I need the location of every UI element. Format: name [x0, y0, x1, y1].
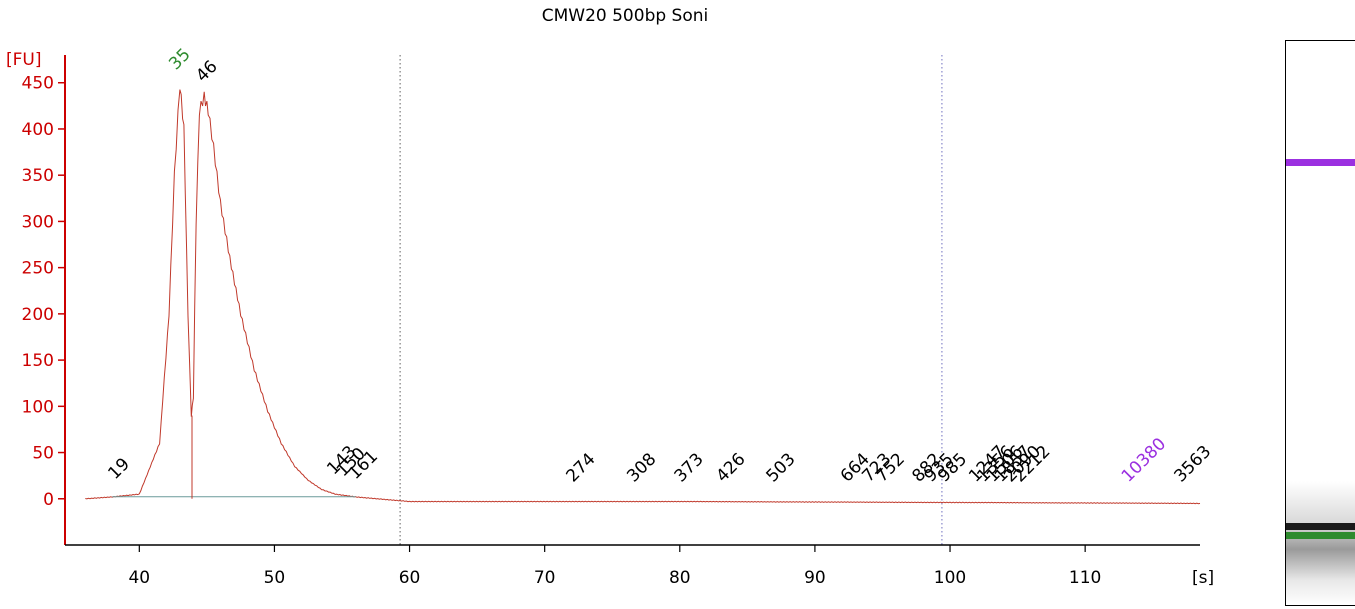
trace-layer — [85, 89, 1201, 505]
peak-label: 3563 — [1171, 442, 1216, 487]
y-tick-label: 50 — [32, 444, 54, 464]
y-tick-label: 250 — [22, 259, 54, 279]
chart-title: CMW20 500bp Soni — [541, 6, 709, 26]
x-tick-label: 50 — [264, 568, 286, 588]
gel-lane — [1285, 40, 1355, 606]
x-ticks: 40 50 60 70 80 90 100 110 — [128, 545, 1101, 588]
x-axis-label: [s] — [1192, 568, 1214, 588]
trace-line — [85, 89, 1201, 505]
y-tick-label: 350 — [22, 166, 54, 186]
gel-band — [1286, 531, 1355, 539]
peak-label: 503 — [762, 449, 799, 486]
x-tick-label: 80 — [669, 568, 691, 588]
axes — [64, 55, 1200, 546]
y-tick-label: 400 — [22, 120, 54, 140]
x-tick-label: 90 — [804, 568, 826, 588]
electropherogram-plot: 0 50 100 150 200 250 300 350 400 450 40 50 60 70 80 90… — [6, 45, 1216, 588]
y-axis-label: [FU] — [6, 50, 42, 70]
peak-label: 308 — [623, 449, 660, 486]
x-tick-label: 70 — [534, 568, 556, 588]
x-tick-label: 60 — [399, 568, 421, 588]
y-tick-label: 450 — [22, 74, 54, 94]
peak-label: 373 — [671, 449, 708, 486]
y-tick-label: 0 — [43, 490, 54, 510]
peak-label: 10380 — [1118, 434, 1170, 486]
y-tick-label: 150 — [22, 351, 54, 371]
vertical-markers — [399, 55, 943, 545]
x-tick-label: 110 — [1069, 568, 1101, 588]
peak-label: 46 — [192, 57, 221, 86]
gel-band — [1286, 159, 1355, 167]
y-tick-label: 100 — [22, 397, 54, 417]
gel-band — [1286, 523, 1355, 531]
x-tick-label: 40 — [128, 568, 150, 588]
y-tick-label: 300 — [22, 212, 54, 232]
x-tick-label: 100 — [934, 568, 966, 588]
peak-label: 426 — [712, 449, 749, 486]
peak-label: 35 — [165, 45, 194, 74]
gel-background — [1286, 480, 1355, 605]
peak-label: 19 — [104, 454, 133, 483]
peak-label: 274 — [562, 449, 599, 486]
y-tick-label: 200 — [22, 305, 54, 325]
y-ticks: 0 50 100 150 200 250 300 350 400 450 — [22, 74, 65, 510]
